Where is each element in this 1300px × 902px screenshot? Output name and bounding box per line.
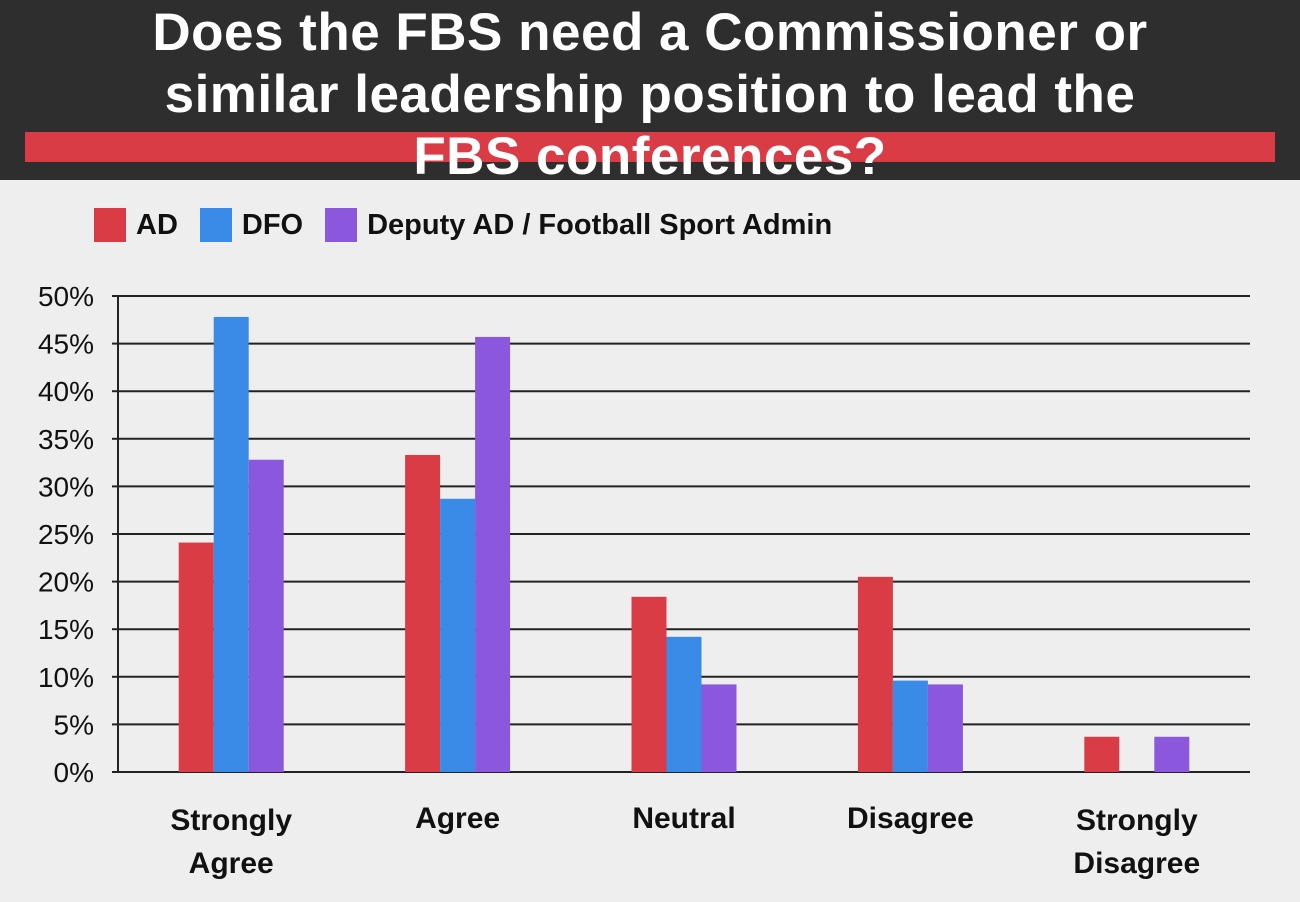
x-tick-label: Disagree	[847, 802, 974, 835]
y-tick-label: 25%	[38, 519, 94, 550]
y-tick-label: 45%	[38, 329, 94, 360]
title-line: Does the FBS need a Commissioner or	[152, 3, 1148, 62]
bar	[213, 316, 249, 772]
bar	[178, 542, 214, 772]
y-tick-label: 20%	[38, 567, 94, 598]
y-tick-label: 15%	[38, 614, 94, 645]
legend-label-dfo: DFO	[241, 208, 304, 241]
legend-swatch-deputy-ad	[325, 208, 358, 242]
bar	[1154, 736, 1190, 772]
bar	[666, 636, 702, 772]
bar	[475, 336, 511, 772]
chart-title: Does the FBS need a Commissioner or simi…	[0, 2, 1300, 180]
bar	[701, 684, 737, 772]
y-tick-label: 30%	[38, 471, 94, 502]
title-line: similar leadership position to lead the	[164, 65, 1136, 124]
y-tick-label: 35%	[38, 424, 94, 455]
legend-swatch-ad	[94, 208, 126, 242]
legend-swatch-dfo	[199, 208, 232, 242]
legend-label-deputy-ad: Deputy AD / Football Sport Admin	[367, 208, 833, 241]
y-tick-label: 40%	[38, 376, 94, 407]
bar	[631, 596, 667, 772]
bar	[892, 680, 928, 772]
title-line: FBS conferences?	[413, 127, 887, 180]
bar	[440, 498, 476, 772]
x-tick-label: Neutral	[632, 802, 735, 835]
bar	[857, 576, 893, 772]
bar	[1084, 736, 1120, 772]
legend-label-ad: AD	[136, 208, 178, 241]
legend-item-ad: AD	[94, 208, 178, 242]
y-tick-label: 50%	[38, 281, 94, 312]
legend: AD DFO Deputy AD / Football Sport Admin	[94, 205, 854, 245]
accent-stripe	[25, 132, 1275, 162]
y-tick-label: 10%	[38, 662, 94, 693]
chart-header: Does the FBS need a Commissioner or simi…	[0, 0, 1300, 180]
x-tick-label: Agree	[189, 847, 274, 880]
x-tick-label: Agree	[415, 802, 500, 835]
x-tick-label: Disagree	[1073, 847, 1200, 880]
x-tick-label: Strongly	[170, 804, 292, 837]
x-tick-label: Strongly	[1076, 804, 1198, 837]
y-tick-label: 0%	[54, 757, 94, 788]
bar	[405, 454, 441, 772]
legend-item-deputy-ad: Deputy AD / Football Sport Admin	[325, 208, 832, 242]
bar	[248, 459, 284, 772]
y-tick-label: 5%	[54, 709, 94, 740]
bar	[927, 684, 963, 772]
legend-item-dfo: DFO	[199, 208, 304, 242]
